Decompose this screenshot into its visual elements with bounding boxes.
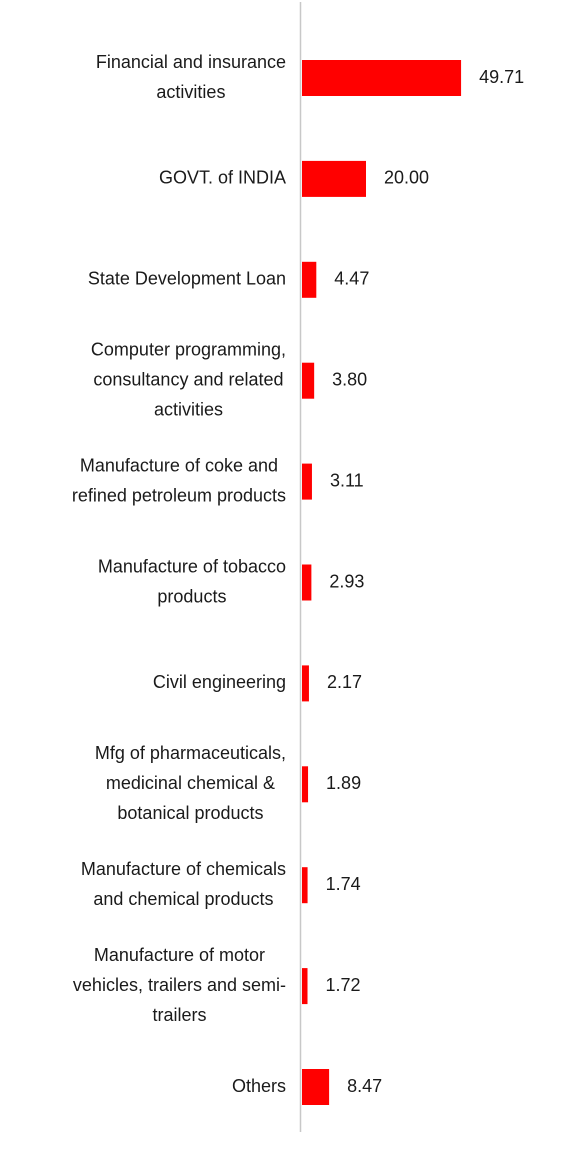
category-label-2: State Development Loan: [88, 269, 286, 289]
value-label-9: 1.72: [326, 975, 361, 995]
bar-4: [302, 463, 312, 500]
bar-5: [302, 564, 312, 601]
category-label-3-line-1: consultancy and related: [93, 369, 283, 389]
value-label-7: 1.89: [326, 773, 361, 793]
category-label-4: Manufacture of coke and refined petroleum…: [72, 455, 286, 505]
bar-2: [302, 261, 317, 298]
category-label-1-line-0: GOVT. of INDIA: [159, 168, 286, 188]
bars-layer: [302, 60, 462, 1105]
category-label-5-line-0: Manufacture of tobacco: [98, 556, 286, 576]
value-label-8: 1.74: [326, 874, 361, 894]
value-label-6: 2.17: [327, 672, 362, 692]
category-label-7-line-2: botanical products: [117, 803, 263, 823]
category-label-1: GOVT. of INDIA: [159, 168, 286, 188]
value-labels-layer: 49.71 20.00 4.47 3.80 3.11 2.93 2.17 1.89 1.74 1.…: [326, 67, 525, 1096]
category-label-8-line-1: and chemical products: [93, 889, 273, 909]
bar-8: [302, 867, 308, 904]
bar-0: [302, 60, 462, 96]
category-label-6-line-0: Civil engineering: [153, 672, 286, 692]
value-label-10: 8.47: [347, 1076, 382, 1096]
category-label-10: Others: [232, 1076, 286, 1096]
category-label-0: Financial and insurance activities: [96, 52, 286, 102]
value-label-5: 2.93: [329, 571, 364, 591]
category-label-4-line-1: refined petroleum products: [72, 485, 286, 505]
category-label-6: Civil engineering: [153, 672, 286, 692]
category-label-10-line-0: Others: [232, 1076, 286, 1096]
category-label-0-line-1: activities: [156, 82, 225, 102]
category-label-5: Manufacture of tobacco products: [98, 556, 286, 606]
category-label-0-line-0: Financial and insurance: [96, 52, 286, 72]
category-label-3-line-0: Computer programming,: [91, 339, 286, 359]
value-label-1: 20.00: [384, 168, 429, 188]
category-label-7-line-0: Mfg of pharmaceuticals,: [95, 743, 286, 763]
bar-3: [302, 362, 315, 399]
category-label-2-line-0: State Development Loan: [88, 269, 286, 289]
value-label-2: 4.47: [334, 269, 369, 289]
category-label-3: Computer programming, consultancy and rel…: [91, 339, 286, 419]
bar-10: [302, 1069, 330, 1105]
value-label-4: 3.11: [330, 470, 364, 490]
value-label-3: 3.80: [332, 369, 367, 389]
category-label-5-line-1: products: [157, 586, 226, 606]
category-label-7-line-1: medicinal chemical &: [106, 773, 275, 793]
category-label-9-line-2: trailers: [152, 1005, 206, 1025]
category-label-8-line-0: Manufacture of chemicals: [81, 859, 286, 879]
category-label-9: Manufacture of motor vehicles, trailers a…: [73, 945, 286, 1025]
category-labels-layer: Financial and insurance activities GOVT. o…: [72, 52, 286, 1096]
category-label-8: Manufacture of chemicals and chemical pro…: [81, 859, 286, 909]
category-label-9-line-0: Manufacture of motor: [94, 945, 265, 965]
bar-6: [302, 665, 309, 702]
bar-9: [302, 968, 308, 1005]
value-label-0: 49.71: [479, 67, 524, 87]
category-label-4-line-0: Manufacture of coke and: [80, 455, 278, 475]
bar-1: [302, 160, 366, 197]
category-label-3-line-2: activities: [154, 399, 223, 419]
category-label-9-line-1: vehicles, trailers and semi-: [73, 975, 286, 995]
bar-7: [302, 766, 309, 803]
category-label-7: Mfg of pharmaceuticals, medicinal chemica…: [95, 743, 286, 823]
